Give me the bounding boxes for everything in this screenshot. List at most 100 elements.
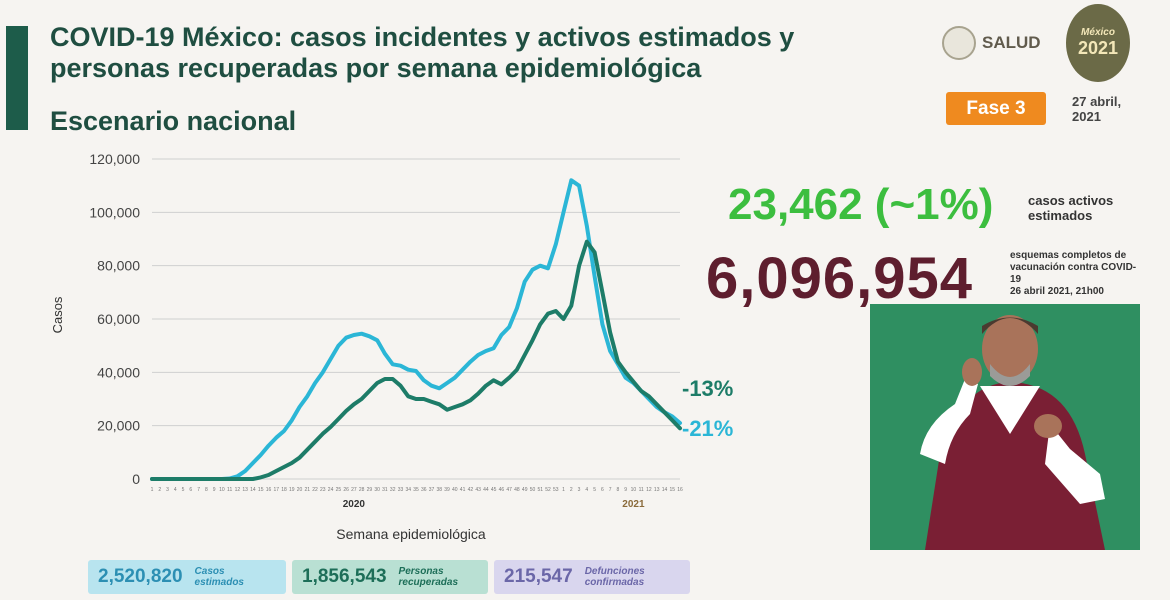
x-tick-label: 39: [444, 487, 450, 493]
x-tick-label: 34: [405, 487, 411, 493]
y-tick-label: 40,000: [97, 364, 140, 380]
cases-change: -21%: [682, 416, 734, 441]
x-axis: 1 2 3 4 5 6 7 8 9 10 11 12 13 14 15 16 17 18 19 20 21 22 23 24 2…: [151, 487, 683, 510]
x-tick-label: 43: [475, 487, 481, 493]
stat-deaths: 215,547 Defunciones confirmadas: [494, 560, 690, 594]
x-tick-label: 4: [174, 487, 177, 493]
date-label: 27 abril, 2021: [1072, 94, 1122, 124]
x-tick-label: 45: [491, 487, 497, 493]
x-tick-label: 9: [624, 487, 627, 493]
year-label: 2020: [343, 499, 366, 510]
x-tick-label: 30: [374, 487, 380, 493]
stat-cases-value: 2,520,820: [98, 566, 183, 587]
x-tick-label: 15: [669, 487, 675, 493]
x-tick-label: 22: [312, 487, 318, 493]
x-tick-label: 27: [351, 487, 357, 493]
y-tick-label: 20,000: [97, 418, 140, 434]
x-tick-label: 8: [616, 487, 619, 493]
x-tick-label: 12: [235, 487, 241, 493]
x-tick-label: 24: [328, 487, 334, 493]
x-tick-label: 47: [506, 487, 512, 493]
x-tick-label: 4: [585, 487, 588, 493]
x-tick-label: 28: [359, 487, 365, 493]
series-line-recovered: [150, 239, 682, 481]
x-tick-label: 18: [281, 487, 287, 493]
vaccine-date: 26 abril 2021, 21h00: [1010, 286, 1104, 297]
y-tick-label: 60,000: [97, 311, 140, 327]
x-tick-label: 19: [289, 487, 295, 493]
x-tick-label: 3: [578, 487, 581, 493]
x-tick-label: 36: [421, 487, 427, 493]
x-tick-label: 26: [343, 487, 349, 493]
x-tick-label: 1: [562, 487, 565, 493]
x-tick-label: 35: [413, 487, 419, 493]
page-title: COVID-19 México: casos incidentes y acti…: [50, 22, 795, 83]
x-tick-label: 21: [305, 487, 311, 493]
recovered-change: -13%: [682, 376, 734, 401]
x-tick-label: 13: [654, 487, 660, 493]
x-tick-label: 13: [242, 487, 248, 493]
seal-icon: [942, 26, 976, 60]
stat-recovered-value: 1,856,543: [302, 566, 387, 587]
stat-deaths-label: Defunciones confirmadas: [584, 566, 645, 588]
accent-bar: [6, 26, 28, 130]
y-tick-label: 100,000: [89, 204, 140, 220]
x-tick-label: 37: [429, 487, 435, 493]
emblem-text: México: [1081, 27, 1115, 38]
x-tick-label: 5: [593, 487, 596, 493]
mexico-2021-emblem: México 2021: [1066, 4, 1130, 82]
vaccine-value: 6,096,954: [706, 246, 974, 311]
x-tick-label: 16: [266, 487, 272, 493]
x-tick-label: 11: [227, 487, 232, 493]
interpreter-video: [870, 304, 1140, 550]
active-cases-value: 23,462 (~1%): [728, 180, 994, 229]
stat-cases: 2,520,820 Casos estimados: [88, 560, 286, 594]
x-tick-label: 1: [151, 487, 154, 493]
emblem-year: 2021: [1077, 38, 1119, 58]
x-tick-label: 7: [609, 487, 612, 493]
x-tick-label: 7: [197, 487, 200, 493]
page-subtitle: Escenario nacional: [50, 106, 297, 136]
x-tick-label: 40: [452, 487, 458, 493]
x-tick-label: 46: [499, 487, 505, 493]
x-tick-label: 44: [483, 487, 489, 493]
vaccine-label-block: esquemas completos de vacunación contra …: [1010, 250, 1140, 298]
stat-cases-label: Casos estimados: [194, 566, 244, 588]
series-line-cases: [150, 178, 682, 481]
x-tick-label: 5: [182, 487, 185, 493]
x-tick-label: 33: [398, 487, 404, 493]
year-label: 2021: [622, 499, 645, 510]
stat-recovered: 1,856,543 Personas recuperadas: [292, 560, 488, 594]
x-tick-label: 48: [514, 487, 520, 493]
x-tick-label: 6: [601, 487, 604, 493]
x-tick-label: 12: [646, 487, 652, 493]
x-tick-label: 3: [166, 487, 169, 493]
x-tick-label: 23: [320, 487, 326, 493]
x-tick-label: 53: [553, 487, 559, 493]
x-tick-label: 14: [250, 487, 256, 493]
x-tick-label: 15: [258, 487, 264, 493]
x-tick-label: 16: [677, 487, 683, 493]
x-tick-label: 51: [537, 487, 543, 493]
stat-recovered-label: Personas recuperadas: [398, 566, 459, 588]
x-tick-label: 17: [273, 487, 279, 493]
x-tick-label: 25: [336, 487, 342, 493]
chart: 020,00040,00060,00080,000100,000120,000 …: [50, 151, 683, 542]
x-tick-label: 2: [158, 487, 161, 493]
x-tick-label: 9: [213, 487, 216, 493]
active-cases-label: casos activos estimados: [1028, 193, 1114, 223]
y-axis-label: Casos: [50, 296, 65, 333]
x-tick-label: 20: [297, 487, 303, 493]
fase-badge: Fase 3: [946, 92, 1046, 125]
series-lines: [150, 178, 682, 481]
vaccine-label: esquemas completos de vacunación contra …: [1010, 250, 1137, 285]
x-tick-label: 32: [390, 487, 396, 493]
grid: [152, 158, 680, 480]
y-tick-label: 120,000: [89, 151, 140, 167]
x-tick-label: 31: [382, 487, 388, 493]
x-tick-label: 50: [530, 487, 536, 493]
salud-label: SALUD: [982, 33, 1041, 52]
x-tick-label: 10: [219, 487, 225, 493]
x-tick-label: 52: [545, 487, 551, 493]
y-axis: 0 20,000 40,000 60,000 80,000 100,000 120,000: [89, 151, 140, 487]
